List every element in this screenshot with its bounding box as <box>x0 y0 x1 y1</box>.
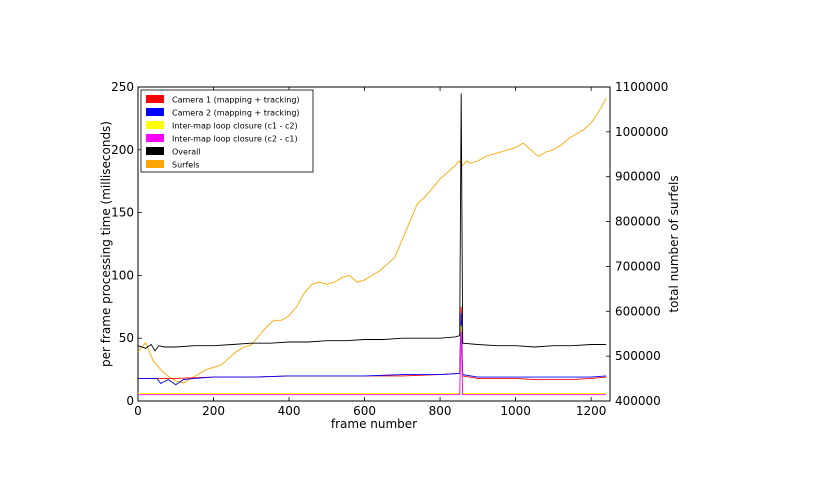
right-y-tick-label: 600000 <box>615 304 661 318</box>
left-y-tick-label: 150 <box>111 206 134 220</box>
legend: Camera 1 (mapping + tracking) Camera 2 (m… <box>140 89 314 173</box>
right-y-tick-label: 1100000 <box>615 80 668 94</box>
right-y-tick-label: 500000 <box>615 349 661 363</box>
x-tick-label: 400 <box>278 404 301 418</box>
left-y-axis-title: per frame processing time (milliseconds) <box>99 121 113 367</box>
x-tick-label: 1000 <box>500 404 531 418</box>
legend-label: Inter-map loop closure (c2 - c1) <box>172 135 298 144</box>
x-tick-label: 0 <box>134 404 142 418</box>
series-line-inter-map-loop-closure-c2-c1 <box>138 331 607 396</box>
ticks-layer: 0 200 400 600 800 1000 1200 0 50 100 150 200 250 4000… <box>111 80 668 418</box>
right-y-axis-title: total number of surfels <box>667 175 681 312</box>
legend-label: Inter-map loop closure (c1 - c2) <box>172 122 298 131</box>
x-tick-label: 200 <box>202 404 225 418</box>
left-y-tick-label: 250 <box>111 80 134 94</box>
x-tick-label: 600 <box>353 404 376 418</box>
plot-frame <box>137 86 611 402</box>
x-tick-label: 800 <box>429 404 452 418</box>
plot-area <box>137 86 611 402</box>
legend-label: Camera 2 (mapping + tracking) <box>172 109 300 118</box>
series-line-overall <box>137 93 607 352</box>
left-y-tick-label: 0 <box>126 394 134 408</box>
legend-swatch <box>146 147 164 155</box>
right-y-tick-label: 700000 <box>615 259 661 273</box>
legend-label: Surfels <box>172 161 200 170</box>
legend-swatch <box>146 121 164 129</box>
legend-label: Camera 1 (mapping + tracking) <box>172 96 300 105</box>
left-y-tick-label: 200 <box>111 143 134 157</box>
series-layer <box>137 93 607 396</box>
x-axis-title: frame number <box>331 417 417 431</box>
legend-box <box>140 89 314 173</box>
right-y-tick-label: 1000000 <box>615 125 668 139</box>
left-y-tick-label: 50 <box>119 331 134 345</box>
right-y-tick-label: 400000 <box>615 394 661 408</box>
series-line-surfels <box>137 97 607 384</box>
legend-swatch <box>146 108 164 116</box>
legend-label: Overall <box>172 148 201 157</box>
legend-swatch <box>146 134 164 142</box>
series-line-camera-2-mapping-tracking <box>138 313 607 386</box>
left-y-tick-label: 100 <box>111 268 134 282</box>
right-y-tick-label: 800000 <box>615 215 661 229</box>
right-y-tick-label: 900000 <box>615 170 661 184</box>
legend-items: Camera 1 (mapping + tracking) Camera 2 (m… <box>146 95 300 170</box>
legend-swatch <box>146 95 164 103</box>
legend-swatch <box>146 160 164 168</box>
x-tick-label: 1200 <box>576 404 607 418</box>
